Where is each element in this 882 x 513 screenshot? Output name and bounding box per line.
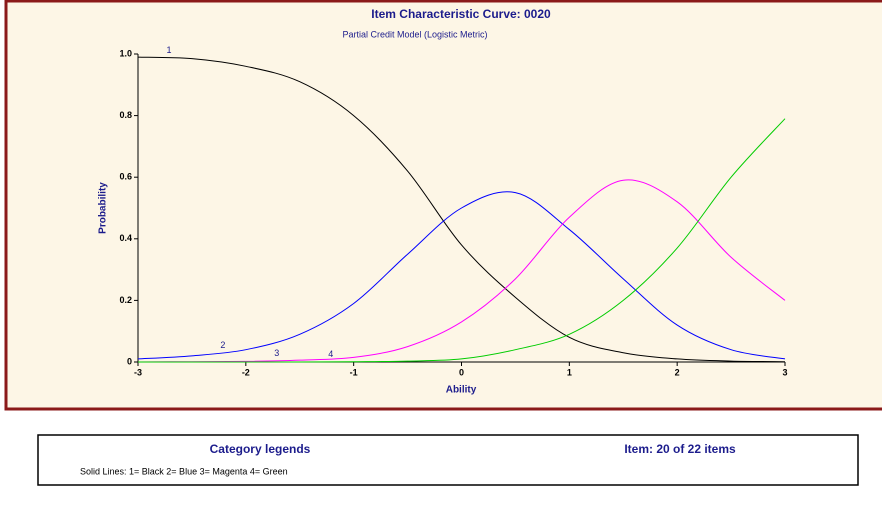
x-tick-label: 1	[567, 367, 572, 377]
y-axis-label: Probability	[98, 182, 109, 234]
curve	[137, 56, 786, 363]
curve-label: 2	[220, 340, 225, 350]
y-tick-label: 0.8	[119, 110, 132, 120]
x-tick-label: -3	[134, 367, 142, 377]
curve-label: 1	[166, 45, 171, 55]
chart-title: Item Characteristic Curve: 0020	[371, 7, 551, 21]
y-tick-label: 0.2	[119, 295, 132, 305]
x-axis-label: Ability	[446, 385, 477, 396]
y-tick-label: 0.4	[119, 233, 132, 243]
x-tick-label: 2	[675, 367, 680, 377]
legend-heading: Category legends	[210, 442, 311, 456]
curve	[137, 118, 786, 363]
x-tick-label: -1	[350, 367, 358, 377]
item-counter: Item: 20 of 22 items	[624, 442, 736, 456]
y-tick-label: 0.6	[119, 172, 132, 182]
curve-label: 3	[274, 348, 279, 358]
x-tick-label: 3	[782, 367, 787, 377]
curve	[137, 179, 786, 363]
y-tick-label: 0	[127, 356, 132, 366]
curve	[137, 191, 786, 360]
chart-panel	[4, 0, 882, 411]
legend-panel	[37, 434, 859, 486]
curve-label: 4	[328, 349, 333, 359]
x-tick-label: -2	[242, 367, 250, 377]
chart-subtitle: Partial Credit Model (Logistic Metric)	[342, 29, 487, 39]
legend-text: Solid Lines: 1= Black 2= Blue 3= Magenta…	[80, 466, 288, 476]
x-tick-label: 0	[459, 367, 464, 377]
y-tick-label: 1.0	[119, 48, 132, 58]
